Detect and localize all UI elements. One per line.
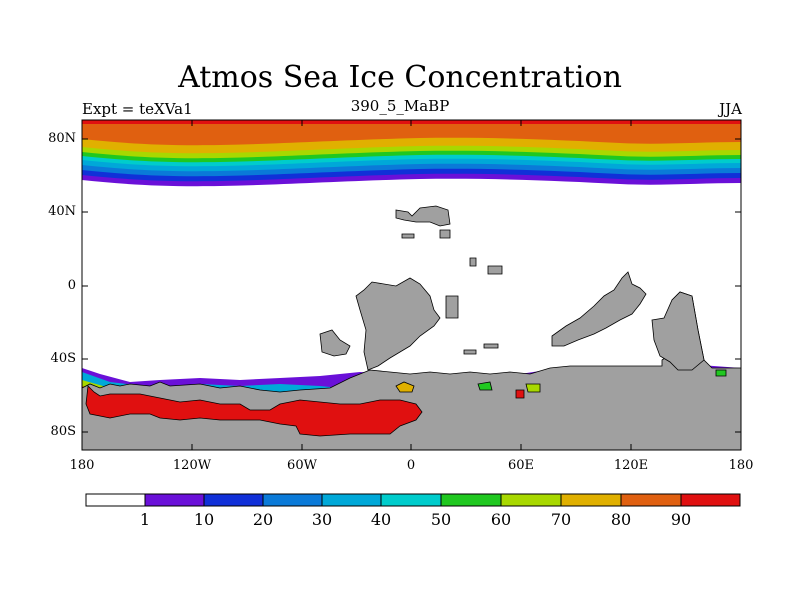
continent-africa-like — [355, 277, 441, 371]
lon-label-120w: 120W — [172, 458, 212, 473]
season-label: JJA — [719, 100, 742, 118]
lon-label-180w: 180 — [69, 458, 95, 473]
south-ice-90-west — [85, 385, 423, 437]
colorbar-label-10: 10 — [193, 510, 215, 529]
colorbar-bin-8 — [560, 493, 622, 507]
axis-ticks — [82, 120, 741, 450]
south-ice-small-left — [395, 381, 415, 393]
island-3 — [445, 295, 459, 319]
south-ice-small-mid — [477, 381, 493, 391]
colorbar-label-80: 80 — [610, 510, 632, 529]
colorbar — [85, 493, 741, 507]
colorbar-bin-3 — [262, 493, 323, 507]
colorbar-label-1: 1 — [139, 510, 151, 529]
colorbar-bin-1 — [144, 493, 205, 507]
colorbar-bin-10 — [680, 493, 741, 507]
land-masses — [319, 205, 705, 371]
island-5 — [463, 349, 477, 355]
lon-label-120e: 120E — [613, 458, 649, 473]
colorbar-label-70: 70 — [550, 510, 572, 529]
lat-label-40s: 40S — [50, 351, 76, 366]
landmass-east-arc — [551, 271, 647, 347]
experiment-label: Expt = teXVa1 — [82, 100, 193, 118]
island-4 — [483, 343, 499, 349]
landmass-north-2 — [439, 229, 451, 239]
colorbar-bin-7 — [500, 493, 562, 507]
colorbar-bin-5 — [380, 493, 442, 507]
map-plot — [81, 119, 742, 451]
colorbar-bin-2 — [203, 493, 264, 507]
south-ice-far-right — [715, 369, 727, 377]
north-ice-bands — [82, 120, 741, 187]
colorbar-bin-9 — [620, 493, 682, 507]
colorbar-bin-4 — [321, 493, 382, 507]
landmass-east-peninsula — [651, 291, 705, 371]
colorbar-label-50: 50 — [430, 510, 452, 529]
lat-label-40n: 40N — [48, 204, 76, 219]
colorbar-bin-0 — [85, 493, 146, 507]
lat-label-80s: 80S — [50, 424, 76, 439]
period-label: 390_5_MaBP — [350, 97, 450, 115]
colorbar-label-30: 30 — [311, 510, 333, 529]
north-band-80 — [82, 120, 741, 146]
lat-label-80n: 80N — [48, 131, 76, 146]
landmass-north-1 — [395, 205, 451, 227]
south-ice-small-right — [525, 383, 541, 393]
colorbar-bin-6 — [440, 493, 502, 507]
island-2 — [487, 265, 503, 275]
lon-label-0: 0 — [406, 458, 416, 473]
landmass-mid-left — [319, 329, 351, 357]
island-1 — [469, 257, 477, 267]
lon-label-60w: 60W — [287, 458, 317, 473]
colorbar-label-60: 60 — [490, 510, 512, 529]
south-ice-90-spot — [515, 389, 525, 399]
colorbar-label-40: 40 — [370, 510, 392, 529]
landmass-north-3 — [401, 233, 415, 239]
lon-label-60e: 60E — [507, 458, 535, 473]
lat-label-0: 0 — [67, 278, 76, 293]
map-title: Atmos Sea Ice Concentration — [178, 60, 622, 95]
colorbar-label-20: 20 — [252, 510, 274, 529]
colorbar-label-90: 90 — [670, 510, 692, 529]
lon-label-180e: 180 — [728, 458, 754, 473]
